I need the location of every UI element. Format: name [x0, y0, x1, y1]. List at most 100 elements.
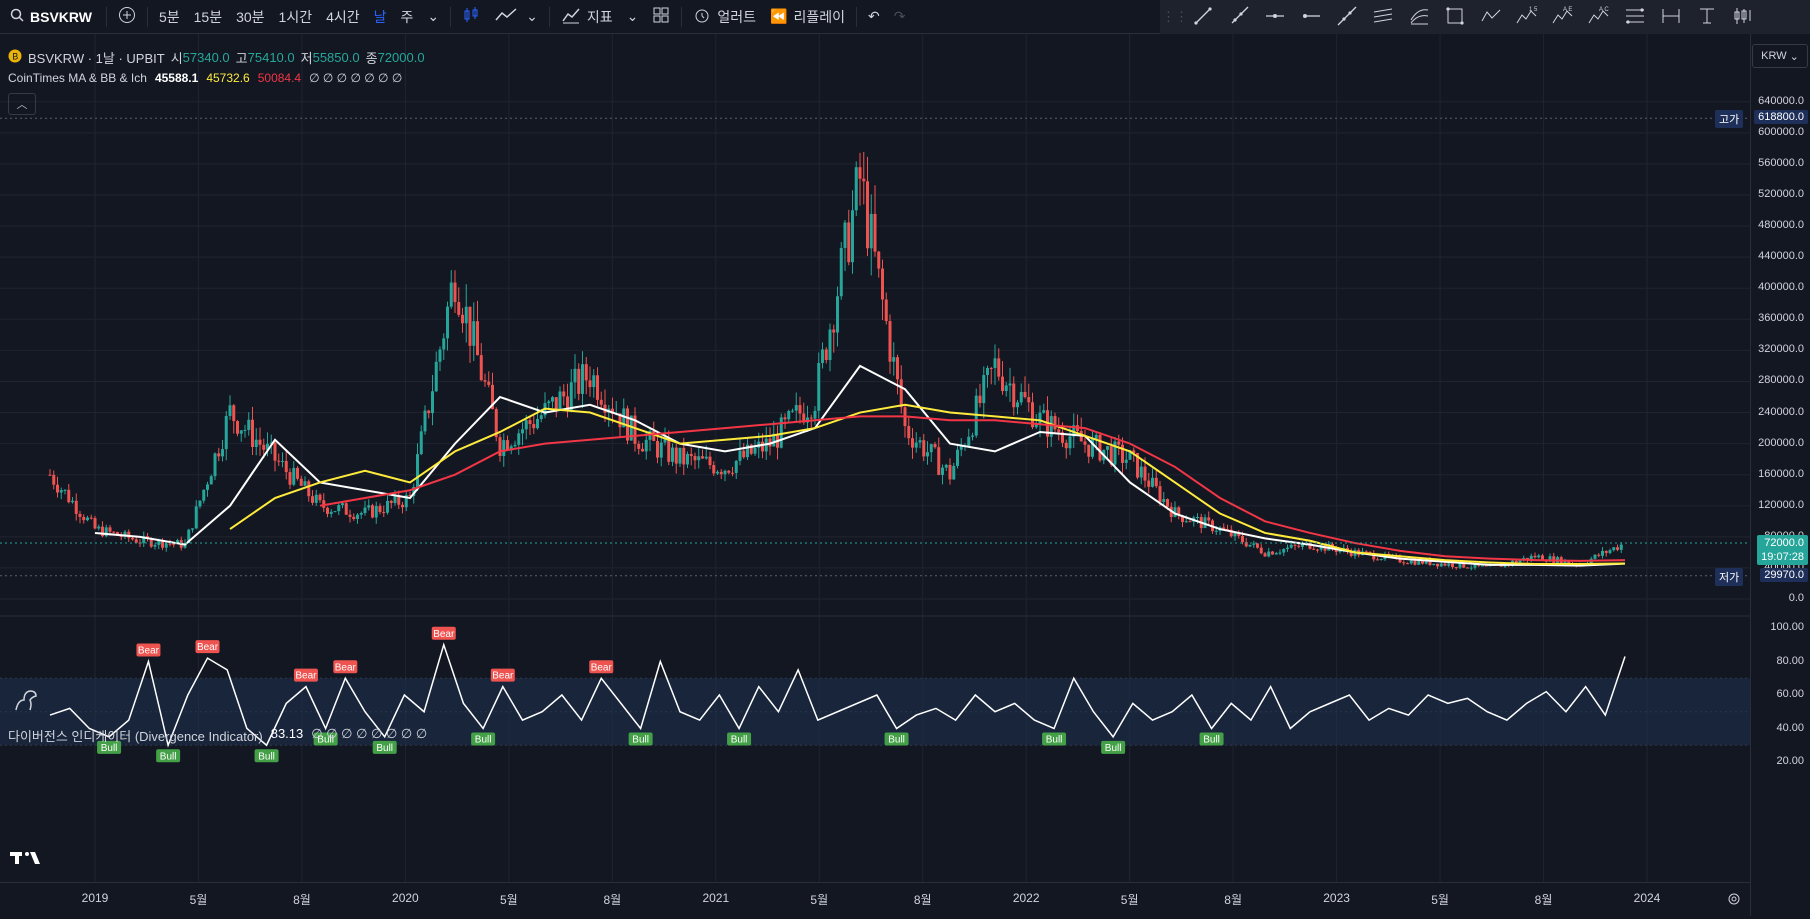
- candle-body: [333, 511, 337, 513]
- price-tick: 280000.0: [1758, 374, 1804, 387]
- price-axis[interactable]: 640000.0 600000.0 560000.0 520000.0 480000.0…: [1750, 34, 1810, 916]
- pitchfork-tool[interactable]: [1404, 3, 1434, 31]
- candle-body: [952, 465, 956, 480]
- candle-body: [1124, 459, 1128, 463]
- candle-body: [1424, 559, 1428, 564]
- xabcd-pattern-tool[interactable]: A C: [1584, 3, 1614, 31]
- bear-label: Bear: [333, 660, 358, 674]
- interval-1d[interactable]: 날: [373, 8, 387, 25]
- candle-body: [596, 375, 599, 400]
- candle-body: [689, 453, 693, 457]
- candle-body: [1473, 563, 1477, 568]
- interval-1w[interactable]: 주: [400, 8, 414, 25]
- candle-body: [1402, 562, 1406, 564]
- candle-body: [1436, 563, 1439, 567]
- interval-dropdown[interactable]: ⌄: [420, 0, 446, 34]
- candle-body: [1222, 527, 1226, 530]
- candle-body: [101, 526, 104, 537]
- redo-button[interactable]: ↷: [887, 0, 913, 34]
- candle-body: [337, 505, 341, 512]
- interval-15m[interactable]: 15분: [193, 8, 223, 25]
- path-tool[interactable]: [1476, 3, 1506, 31]
- interval-1h[interactable]: 1시간: [278, 8, 313, 25]
- trend-line-tool[interactable]: [1188, 3, 1218, 31]
- alert-button[interactable]: 얼러트: [686, 0, 763, 34]
- close-label: 종: [365, 51, 378, 66]
- candle-body: [1271, 551, 1274, 555]
- bear-label-text: Bear: [335, 662, 357, 673]
- settings-gear-icon[interactable]: [1726, 891, 1742, 910]
- undo-button[interactable]: ↶: [861, 0, 887, 34]
- candle-body: [277, 460, 281, 462]
- candle-body: [1379, 559, 1383, 561]
- bull-label: Bull: [471, 732, 496, 746]
- candle-body: [1237, 532, 1241, 536]
- candle-body: [356, 514, 359, 520]
- long-position-tool[interactable]: [1728, 3, 1758, 31]
- oscillator-legend[interactable]: 다이버전스 인디케이터 (Divergence Indicator) 83.13…: [8, 726, 427, 745]
- bull-label-text: Bull: [317, 735, 334, 746]
- candle-body: [288, 472, 292, 485]
- candle-body: [1567, 560, 1571, 564]
- ray-tool[interactable]: [1224, 3, 1254, 31]
- price-range-tool[interactable]: [1692, 3, 1722, 31]
- candle-style-button[interactable]: [455, 0, 487, 34]
- chart-pane[interactable]: Bull Bull Bull Bull Bull Bull Bull Bull Bull Bull…: [0, 34, 1750, 916]
- bull-label-bg: [313, 732, 338, 746]
- fib-retracement-tool[interactable]: [1620, 3, 1650, 31]
- horizontal-ray-tool[interactable]: [1260, 3, 1290, 31]
- candle-body: [693, 456, 697, 461]
- candle-body: [1004, 385, 1008, 392]
- candle-body: [408, 494, 412, 496]
- drag-handle-icon[interactable]: ⋮⋮: [1162, 9, 1188, 24]
- candle-body: [56, 484, 59, 493]
- currency-selector[interactable]: KRW ⌄: [1752, 44, 1808, 68]
- indicators-label: 지표: [586, 8, 613, 25]
- oscillator-name: 다이버전스 인디케이터 (Divergence Indicator): [8, 729, 263, 744]
- time-axis[interactable]: 2019 5월 8월 2020 5월 8월 2021 5월 8월 2022 5월 8월 2023 5월 8월…: [0, 882, 1750, 916]
- symbol-search[interactable]: BSVKRW: [0, 0, 102, 34]
- interval-4h[interactable]: 4시간: [326, 8, 360, 25]
- candle-body: [1417, 559, 1421, 565]
- interval-5m[interactable]: 5분: [158, 8, 180, 25]
- candle-body: [1267, 551, 1271, 557]
- candle-body: [918, 440, 922, 443]
- candle-body: [1113, 441, 1117, 465]
- candle-body: [686, 453, 689, 465]
- horizontal-line-tool[interactable]: [1296, 3, 1326, 31]
- time-label: 2023: [1323, 891, 1350, 905]
- candle-body: [1469, 567, 1473, 569]
- time-label: 2021: [702, 891, 730, 905]
- candle-body: [1214, 530, 1218, 532]
- indicators-button[interactable]: 지표 ⌄: [554, 0, 646, 34]
- rectangle-tool[interactable]: [1440, 3, 1470, 31]
- candle-body: [176, 540, 179, 544]
- bull-label-text: Bull: [160, 751, 177, 762]
- line-style-button[interactable]: ⌄: [487, 0, 545, 34]
- candle-body: [753, 447, 757, 454]
- indicator-legend[interactable]: CoinTimes MA & BB & Ich 45588.1 45732.6 …: [8, 71, 402, 85]
- candle-body: [832, 329, 836, 333]
- candle-body: [1376, 559, 1379, 561]
- price-chart[interactable]: Bull Bull Bull Bull Bull Bull Bull Bull Bull Bull…: [0, 34, 1750, 916]
- elliott-wave-icon: 1 5: [1516, 6, 1538, 29]
- extended-line-tool[interactable]: [1332, 3, 1362, 31]
- replay-dinosaur-icon[interactable]: [12, 688, 40, 715]
- replay-button[interactable]: ⏪ 리플레이: [763, 0, 852, 34]
- layouts-button[interactable]: [645, 0, 677, 34]
- bear-label-text: Bear: [492, 671, 514, 682]
- candle-body: [881, 268, 884, 300]
- candle-body: [1106, 446, 1109, 450]
- abcd-pattern-tool[interactable]: A E: [1548, 3, 1578, 31]
- candle-body: [202, 489, 206, 501]
- candle-body: [978, 395, 982, 404]
- elliott-wave-tool[interactable]: 1 5: [1512, 3, 1542, 31]
- date-range-tool[interactable]: [1656, 3, 1686, 31]
- interval-30m[interactable]: 30분: [236, 8, 265, 25]
- candle-body: [1016, 402, 1019, 408]
- parallel-channel-tool[interactable]: [1368, 3, 1398, 31]
- compare-add-button[interactable]: [111, 0, 143, 34]
- bull-label-text: Bull: [258, 751, 275, 762]
- collapse-legend-button[interactable]: ︿: [8, 93, 36, 115]
- candle-body: [798, 405, 802, 414]
